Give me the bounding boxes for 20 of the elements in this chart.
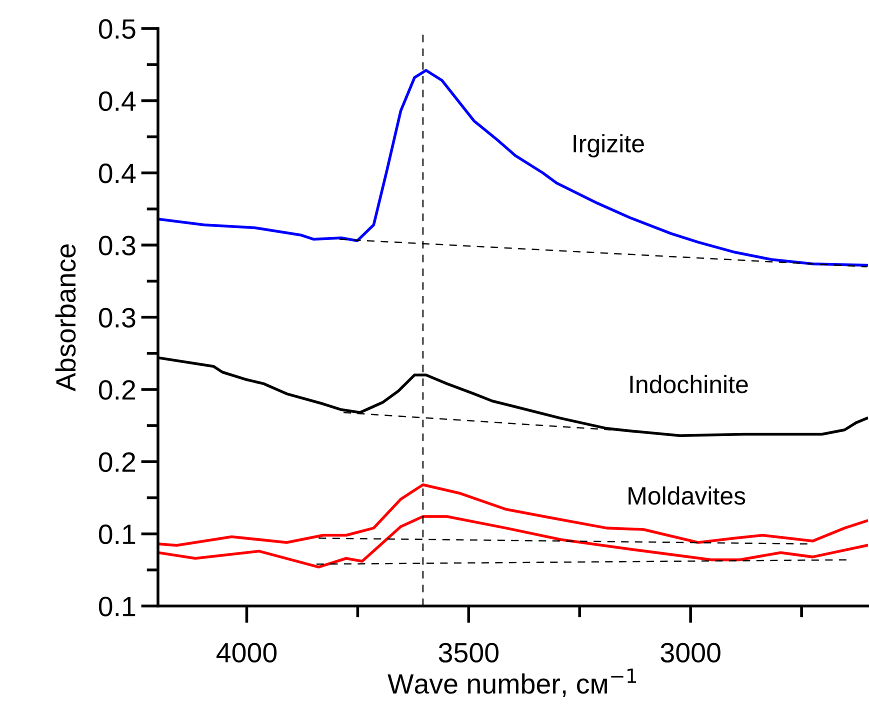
annotation: Moldavites [628, 486, 746, 505]
y-tick-label: 0.2 [98, 452, 136, 472]
x-axis-title: Wave number, см$^{−1}$ [388, 668, 636, 698]
y-tick-label: 0.5 [98, 19, 136, 39]
annotation: Irgizite [574, 134, 644, 158]
y-tick-label: 0.4 [98, 91, 136, 112]
y-tick-label: 0.2 [98, 380, 136, 400]
line-series [158, 483, 868, 547]
line-series [158, 515, 868, 568]
y-tick-label: 0.1 [98, 524, 136, 544]
y-tick-label: 0.1 [98, 596, 136, 616]
y-tick-label: 0.3 [98, 236, 136, 256]
annotation: Indochinite [630, 374, 748, 394]
y-tick-label: 0.3 [98, 308, 136, 328]
x-tick-label: 4000 [216, 642, 277, 663]
y-axis-title: Absorbance [55, 244, 76, 392]
x-tick-label: 3000 [660, 642, 720, 663]
x-tick-label: 3500 [438, 642, 498, 663]
y-tick-label: 0.4 [98, 164, 136, 184]
line-series [158, 68, 868, 267]
